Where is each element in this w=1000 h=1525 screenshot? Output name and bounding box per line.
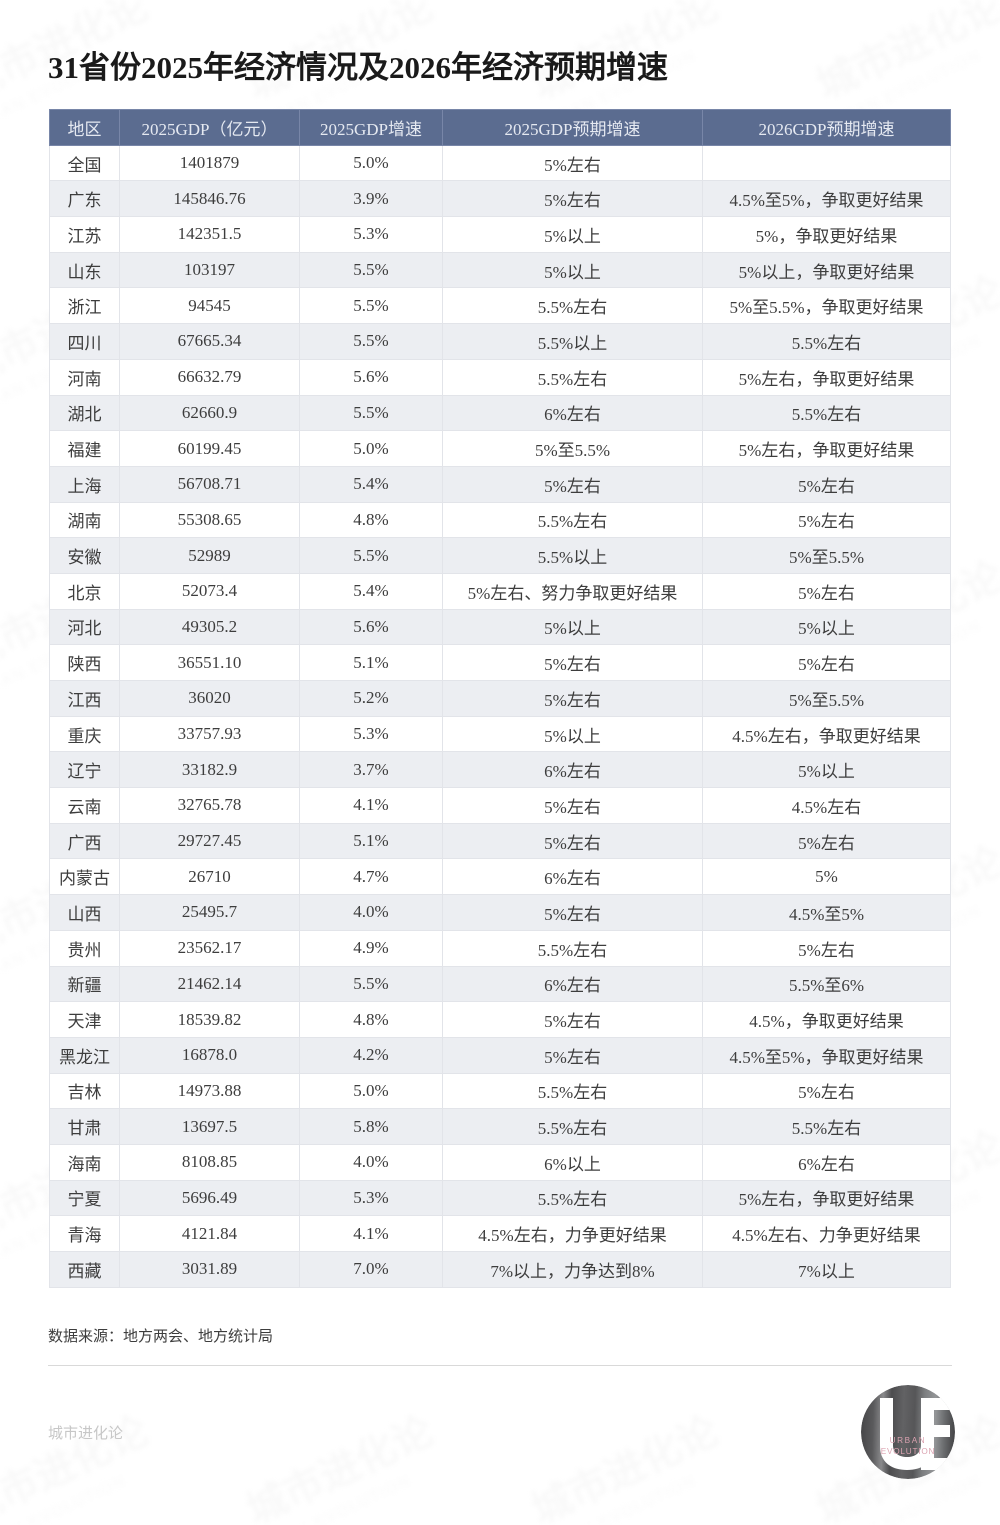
svg-text:URBAN: URBAN [890,1436,927,1445]
svg-text:EVOLUTION: EVOLUTION [881,1447,936,1456]
